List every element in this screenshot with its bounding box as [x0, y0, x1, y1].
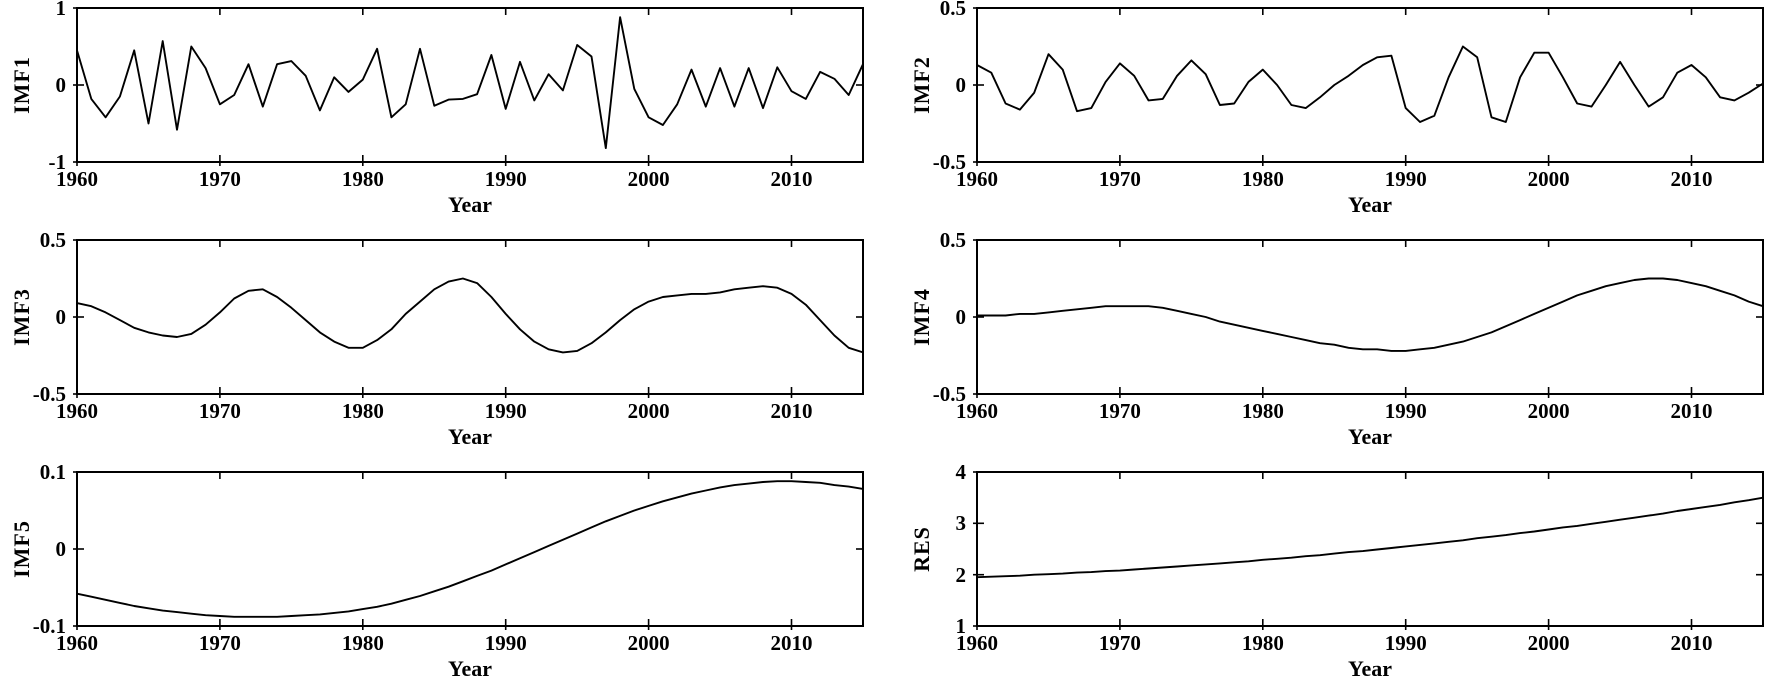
y-tick-label: 0 [955, 73, 967, 97]
y-tick-label: 0 [955, 305, 967, 329]
plot-area-imf3 [73, 239, 864, 398]
y-tick-label: 0.1 [39, 460, 66, 484]
x-tick-label: 1960 [56, 399, 98, 423]
plot-area-imf4 [973, 239, 1764, 398]
x-tick-label: 1960 [56, 167, 98, 191]
x-tick-label: 2010 [770, 167, 813, 191]
plot-area-imf2 [973, 7, 1764, 166]
panel-imf1: IMF1 Year 1960 1970 1980 1990 2000 2010 -1 0 1 [0, 0, 869, 230]
x-tick-label: 2010 [1670, 167, 1713, 191]
plot-area-imf5 [73, 471, 864, 630]
axes-box [76, 7, 864, 163]
data-line-imf2 [976, 45, 1764, 123]
plot-area-imf1 [73, 7, 864, 166]
y-tick-label: 1 [955, 614, 967, 638]
x-tick-label: 2000 [627, 167, 670, 191]
plot-area-res [973, 471, 1764, 630]
x-axis-label: Year [448, 656, 492, 681]
x-tick-label: 1980 [341, 399, 384, 423]
x-axis-label: Year [1348, 656, 1392, 681]
y-tick-label: 0 [55, 305, 67, 329]
x-tick-label: 1970 [198, 631, 241, 655]
x-tick-label: 1990 [1384, 167, 1427, 191]
data-line-res [976, 496, 1764, 579]
x-tick-label: 1980 [341, 167, 384, 191]
x-tick-label: 1970 [1098, 631, 1141, 655]
x-tick-label: 2010 [1670, 399, 1713, 423]
y-tick-label: 0 [55, 73, 67, 97]
y-tick-label: -1 [48, 150, 67, 174]
x-tick-label: 1980 [1241, 631, 1284, 655]
x-tick-label: 2010 [770, 631, 813, 655]
y-tick-label: -0.1 [32, 614, 66, 638]
panel-imf4: IMF4 Year 1960 1970 1980 1990 2000 2010 -0.5 0 0… [900, 228, 1769, 462]
x-tick-label: 1990 [484, 631, 527, 655]
x-tick-label: 1990 [1384, 399, 1427, 423]
y-tick-label: -0.5 [932, 150, 966, 174]
x-tick-label: 1980 [341, 631, 384, 655]
y-tick-label: -0.5 [932, 382, 966, 406]
panel-imf5: IMF5 Year 1960 1970 1980 1990 2000 2010 -0.1 0 0… [0, 460, 869, 694]
y-tick-label: 0.5 [939, 0, 966, 20]
x-tick-label: 1960 [956, 167, 998, 191]
x-tick-label: 1970 [198, 167, 241, 191]
x-tick-label: 1990 [1384, 631, 1427, 655]
x-tick-label: 1960 [956, 399, 998, 423]
x-tick-label: 1990 [484, 167, 527, 191]
y-tick-label: -0.5 [32, 382, 66, 406]
y-tick-label: 3 [955, 511, 967, 536]
panel-imf2: IMF2 Year 1960 1970 1980 1990 2000 2010 -0.5 0 0… [900, 0, 1769, 230]
axes-box [976, 239, 1764, 395]
x-axis-label: Year [1348, 424, 1392, 449]
x-tick-label: 1960 [56, 631, 98, 655]
x-tick-label: 1980 [1241, 399, 1284, 423]
axes-box [976, 471, 1764, 627]
x-tick-label: 2010 [1670, 631, 1713, 655]
y-tick-label: 2 [955, 562, 967, 587]
x-tick-label: 1970 [198, 399, 241, 423]
y-tick-label: 4 [955, 460, 967, 484]
y-axis-label-res: RES [909, 526, 934, 572]
x-tick-label: 2000 [627, 631, 670, 655]
x-tick-label: 2000 [1527, 631, 1570, 655]
x-tick-label: 2000 [1527, 399, 1570, 423]
x-tick-label: 2010 [770, 399, 813, 423]
data-line-imf5 [76, 480, 864, 618]
x-tick-label: 1970 [1098, 399, 1141, 423]
y-tick-label: 0.5 [939, 228, 966, 252]
x-axis-label: Year [448, 424, 492, 449]
x-tick-label: 1960 [956, 631, 998, 655]
y-tick-label: 1 [55, 0, 67, 20]
x-tick-label: 1990 [484, 399, 527, 423]
x-tick-label: 1970 [1098, 167, 1141, 191]
panel-res: RES Year 1960 1970 1980 1990 2000 2010 1 2 3 4 [900, 460, 1769, 694]
x-tick-label: 2000 [627, 399, 670, 423]
axes-box [76, 471, 864, 627]
x-axis-label: Year [1348, 192, 1392, 217]
y-tick-label: 0 [55, 537, 67, 561]
data-line-imf4 [976, 277, 1764, 352]
axes-box [76, 239, 864, 395]
x-axis-label: Year [448, 192, 492, 217]
data-line-imf1 [76, 16, 864, 150]
y-tick-label: 0.5 [39, 228, 66, 252]
x-tick-label: 1980 [1241, 167, 1284, 191]
data-line-imf3 [76, 277, 864, 354]
x-tick-label: 2000 [1527, 167, 1570, 191]
panel-imf3: IMF3 Year 1960 1970 1980 1990 2000 2010 -0.5 0 0… [0, 228, 869, 462]
axes-box [976, 7, 1764, 163]
